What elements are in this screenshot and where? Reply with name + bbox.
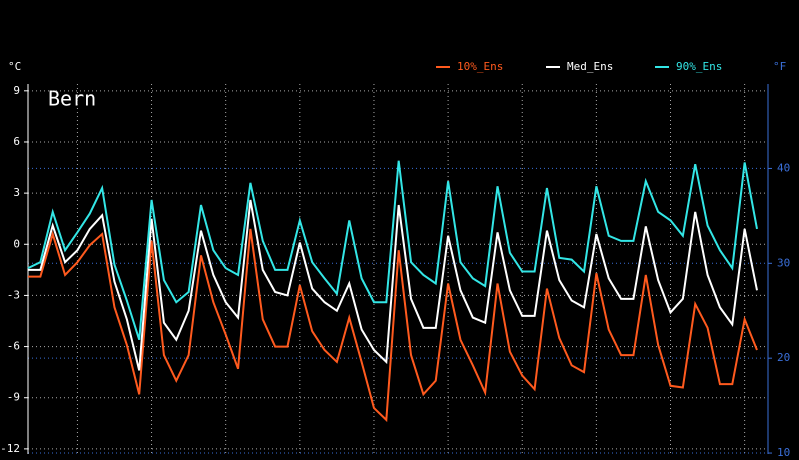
y-tick-label: -3: [7, 288, 20, 301]
legend-label: 90%_Ens: [676, 60, 722, 73]
series-line: [28, 199, 758, 371]
chart-title: Bern: [48, 87, 96, 111]
legend-label: Med_Ens: [567, 60, 613, 73]
y-unit: °C: [8, 60, 21, 73]
y2-unit: °F: [773, 60, 786, 73]
y2-tick-label: 40: [777, 161, 790, 174]
legend-label: 10%_Ens: [457, 60, 503, 73]
y2-tick-label: 30: [777, 256, 790, 269]
y-tick-label: 6: [13, 135, 20, 148]
y-tick-label: 0: [13, 237, 20, 250]
y-tick-label: 3: [13, 186, 20, 199]
series-line: [28, 228, 758, 423]
series-line: [27, 160, 758, 341]
y2-tick-label: 20: [777, 351, 790, 364]
y-tick-label: -6: [7, 340, 20, 353]
y-tick-label: -12: [0, 442, 20, 455]
y2-tick-label: 10: [777, 446, 790, 459]
y-tick-label: 9: [13, 84, 20, 97]
y-tick-label: -9: [7, 391, 20, 404]
